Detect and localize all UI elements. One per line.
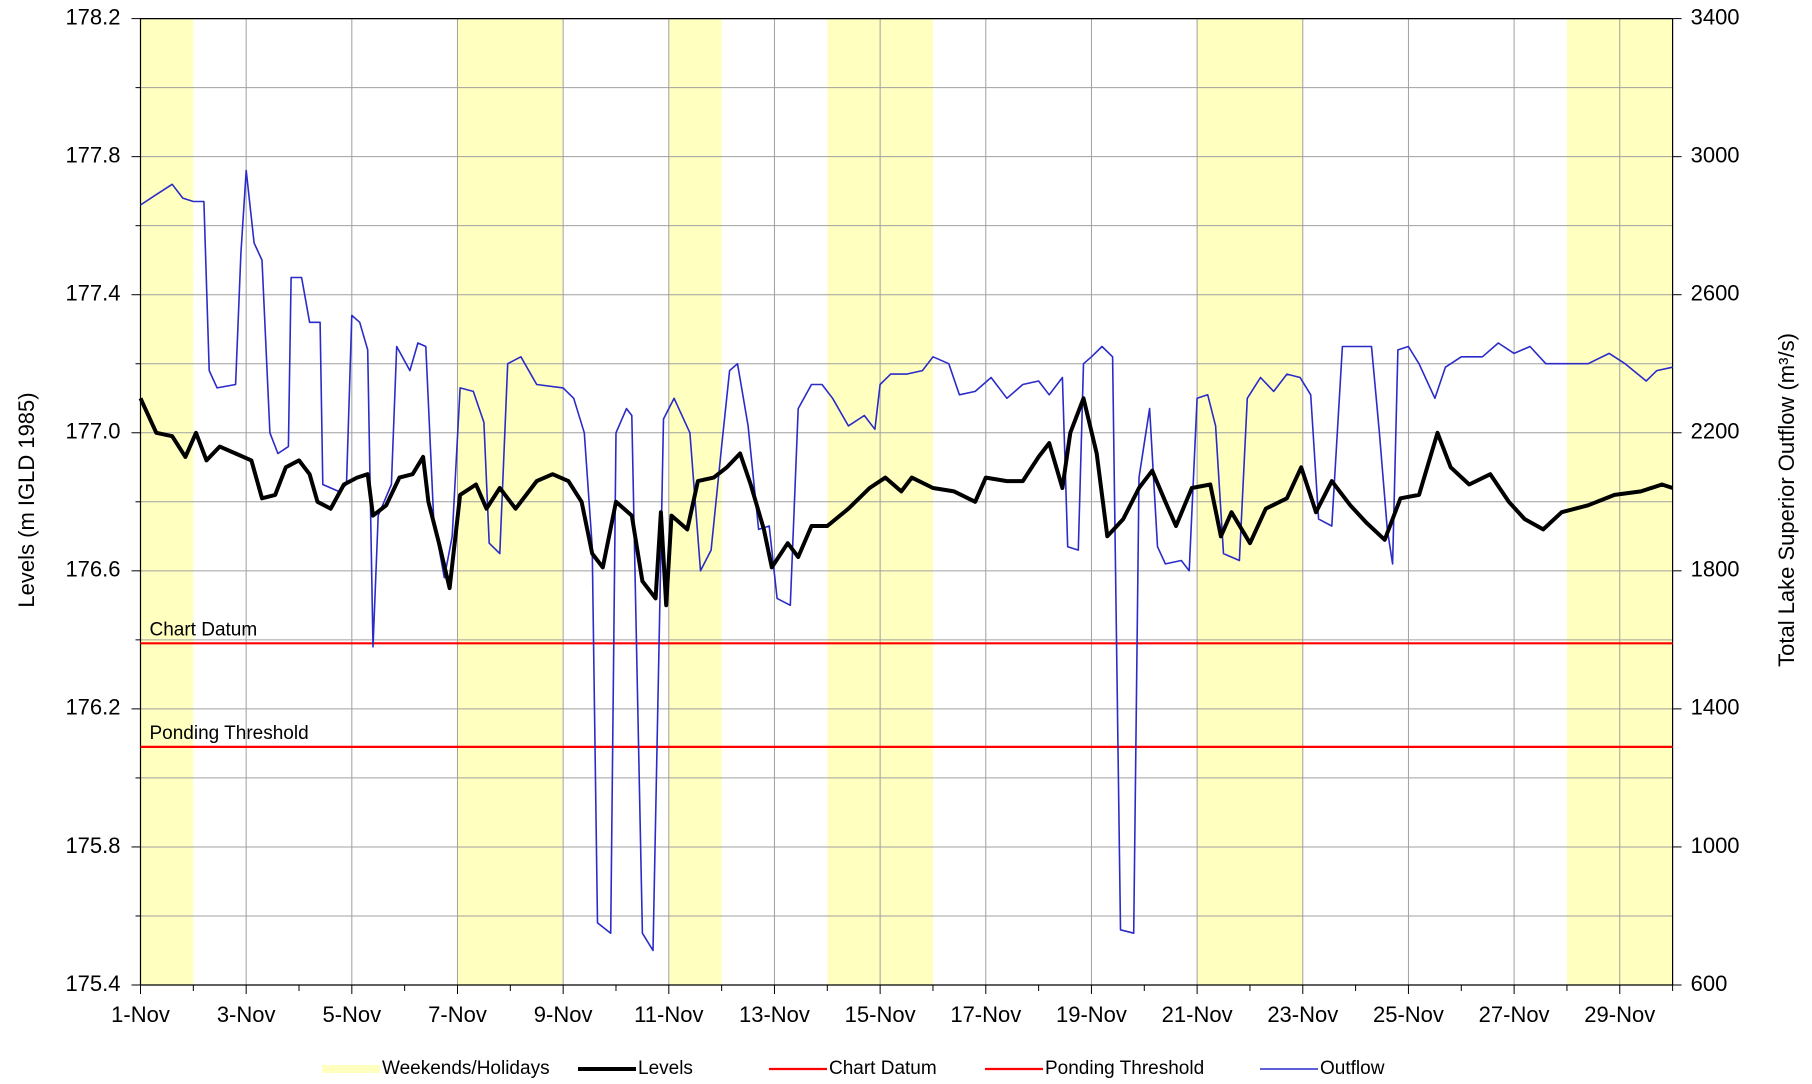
y-tick-label: 175.4: [65, 971, 120, 996]
x-tick-label: 17-Nov: [950, 1002, 1021, 1027]
x-tick-label: 21-Nov: [1162, 1002, 1233, 1027]
x-tick-label: 1-Nov: [111, 1002, 170, 1027]
legend-label: Weekends/Holidays: [382, 1058, 550, 1079]
y-axis-label: Levels (m IGLD 1985): [14, 392, 39, 607]
series-line: [140, 169, 1673, 952]
y-tick-label: 176.6: [65, 557, 120, 582]
y-tick-label: 177.8: [65, 142, 120, 167]
y2-tick-label: 1000: [1691, 833, 1740, 858]
x-tick-label: 29-Nov: [1584, 1002, 1655, 1027]
x-tick-label: 5-Nov: [322, 1002, 381, 1027]
y2-axis-label: Total Lake Superior Outflow (m³/s): [1774, 333, 1799, 667]
y2-tick-label: 600: [1691, 971, 1728, 996]
y2-tick-label: 1800: [1691, 557, 1740, 582]
x-tick-label: 15-Nov: [845, 1002, 916, 1027]
y2-tick-label: 3400: [1691, 4, 1740, 29]
reference-label: Ponding Threshold: [150, 723, 309, 744]
y2-tick-label: 2600: [1691, 281, 1740, 306]
y-tick-label: 178.2: [65, 4, 120, 29]
y2-tick-label: 2200: [1691, 419, 1740, 444]
legend-label: Ponding Threshold: [1045, 1058, 1204, 1079]
y2-tick-label: 1400: [1691, 695, 1740, 720]
x-tick-label: 19-Nov: [1056, 1002, 1127, 1027]
x-tick-label: 27-Nov: [1479, 1002, 1550, 1027]
y-tick-label: 175.8: [65, 833, 120, 858]
x-tick-label: 9-Nov: [534, 1002, 593, 1027]
y-tick-label: 176.2: [65, 695, 120, 720]
x-tick-label: 25-Nov: [1373, 1002, 1444, 1027]
x-tick-label: 7-Nov: [428, 1002, 487, 1027]
y-tick-label: 177.4: [65, 281, 120, 306]
y-tick-label: 177.0: [65, 419, 120, 444]
legend-label: Levels: [638, 1058, 693, 1079]
legend-label: Outflow: [1320, 1058, 1385, 1079]
x-tick-label: 11-Nov: [634, 1002, 703, 1027]
legend-label: Chart Datum: [829, 1058, 937, 1079]
reference-label: Chart Datum: [150, 619, 258, 640]
x-tick-label: 3-Nov: [217, 1002, 276, 1027]
series-line: [138, 396, 1674, 608]
x-tick-label: 23-Nov: [1267, 1002, 1338, 1027]
x-tick-label: 13-Nov: [739, 1002, 810, 1027]
y2-tick-label: 3000: [1691, 142, 1740, 167]
